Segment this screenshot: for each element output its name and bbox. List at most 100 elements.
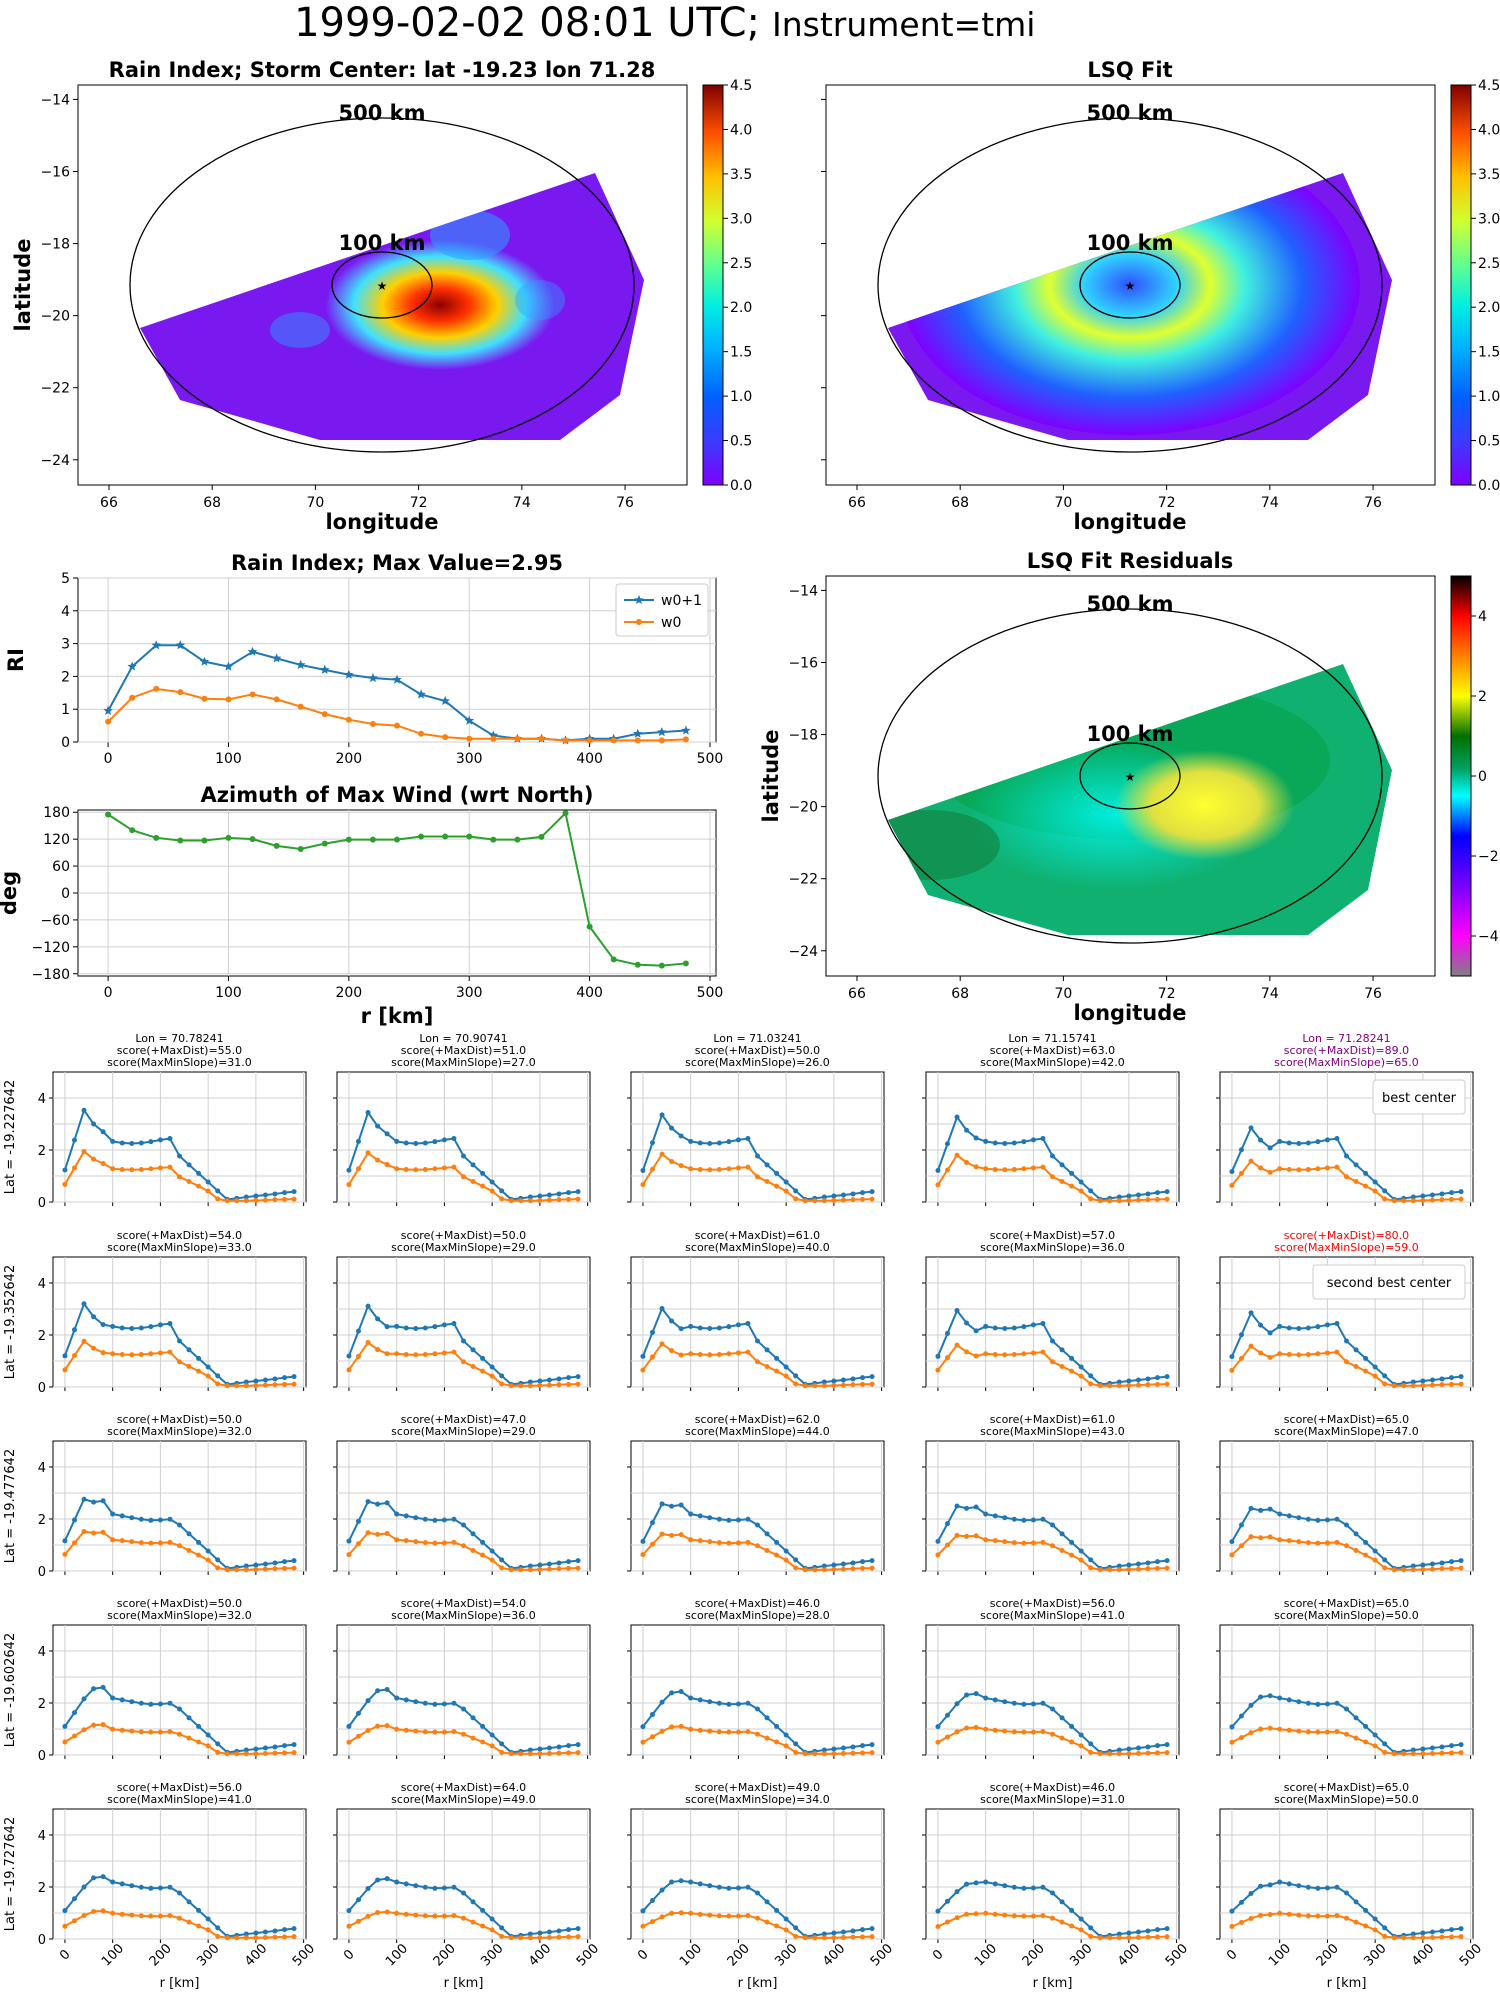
data-point bbox=[992, 1697, 998, 1703]
data-point bbox=[129, 1326, 135, 1331]
data-point bbox=[1353, 1178, 1359, 1184]
data-point bbox=[1078, 1916, 1084, 1922]
data-point bbox=[783, 1732, 789, 1738]
candidate-panel: score(+MaxDist)=56.0score(MaxMinSlope)=4… bbox=[38, 1781, 318, 1991]
data-point bbox=[1439, 1744, 1445, 1750]
row-lat-label: Lat = -19.727642 bbox=[3, 1817, 18, 1931]
panel-frame bbox=[336, 1071, 591, 1203]
data-point bbox=[649, 1354, 655, 1360]
data-point bbox=[355, 1733, 361, 1739]
data-point bbox=[215, 1925, 221, 1931]
data-point bbox=[1248, 1310, 1254, 1316]
data-point bbox=[243, 1567, 249, 1573]
data-point bbox=[186, 1919, 192, 1925]
data-point bbox=[669, 1910, 675, 1916]
y-ticks bbox=[821, 98, 826, 461]
data-point bbox=[1382, 1925, 1388, 1931]
data-point bbox=[461, 1731, 466, 1737]
data-point bbox=[499, 1381, 505, 1387]
y-tick-label: −20 bbox=[788, 800, 818, 816]
data-point bbox=[1324, 1701, 1330, 1707]
data-point bbox=[850, 1566, 856, 1572]
data-point bbox=[110, 1351, 116, 1357]
panel-score-maxdist: score(+MaxDist)=50.0 bbox=[117, 1597, 242, 1610]
candidate-panel: score(+MaxDist)=50.0score(MaxMinSlope)=2… bbox=[333, 1229, 591, 1391]
data-point bbox=[1088, 1381, 1094, 1387]
data-point bbox=[1353, 1531, 1359, 1537]
data-point bbox=[148, 1517, 154, 1523]
data-point bbox=[100, 1129, 106, 1135]
data-point bbox=[100, 1529, 106, 1535]
data-point bbox=[1078, 1373, 1084, 1379]
data-point bbox=[253, 1197, 259, 1203]
data-point bbox=[527, 1931, 533, 1937]
data-point bbox=[369, 720, 376, 727]
data-point bbox=[1439, 1382, 1445, 1388]
data-point bbox=[196, 1907, 202, 1913]
data-point bbox=[726, 1701, 732, 1707]
data-point bbox=[944, 1141, 950, 1147]
data-point bbox=[129, 1699, 135, 1705]
ri-plot-title: Rain Index; Max Value=2.95 bbox=[231, 551, 563, 575]
data-point bbox=[71, 1918, 77, 1924]
data-point bbox=[175, 640, 186, 650]
data-point bbox=[783, 1188, 789, 1194]
data-point bbox=[1126, 1751, 1132, 1757]
data-point bbox=[253, 1382, 259, 1388]
y-tick-label: 1 bbox=[61, 702, 70, 718]
data-point bbox=[81, 1496, 87, 1502]
colorbar-tick-label: 1.5 bbox=[730, 345, 752, 361]
data-point bbox=[707, 1883, 713, 1889]
row-lat-label: Lat = -19.602642 bbox=[3, 1633, 18, 1747]
data-point bbox=[394, 1879, 400, 1885]
data-point bbox=[1059, 1363, 1065, 1369]
data-point bbox=[451, 1729, 457, 1735]
data-point bbox=[850, 1382, 856, 1388]
data-point bbox=[1429, 1561, 1435, 1567]
data-point bbox=[1030, 1885, 1036, 1891]
panel-score-maxminslope: score(MaxMinSlope)=59.0 bbox=[1274, 1241, 1419, 1254]
data-point bbox=[1277, 1537, 1283, 1543]
data-point bbox=[62, 1167, 68, 1173]
data-point bbox=[461, 1338, 466, 1344]
data-point bbox=[1315, 1540, 1321, 1546]
data-point bbox=[726, 1324, 732, 1330]
data-point bbox=[1238, 1543, 1244, 1549]
data-point bbox=[716, 1913, 722, 1919]
data-point bbox=[860, 1375, 866, 1381]
data-point bbox=[716, 1884, 722, 1890]
data-point bbox=[403, 1167, 409, 1172]
data-point bbox=[365, 1110, 371, 1116]
data-point bbox=[119, 1538, 125, 1544]
data-point bbox=[253, 1562, 259, 1568]
data-point bbox=[110, 1166, 116, 1172]
data-point bbox=[394, 1166, 400, 1172]
data-point bbox=[774, 1923, 780, 1929]
data-point bbox=[1097, 1935, 1103, 1941]
data-point bbox=[707, 1141, 713, 1146]
panel-score-maxdist: score(+MaxDist)=89.0 bbox=[1284, 1044, 1409, 1057]
data-point bbox=[793, 1188, 799, 1194]
data-point bbox=[157, 1137, 163, 1143]
data-point bbox=[1372, 1188, 1378, 1194]
candidate-panel: score(+MaxDist)=56.0score(MaxMinSlope)=4… bbox=[922, 1597, 1180, 1759]
x-tick-label: 500 bbox=[1457, 1941, 1485, 1969]
candidate-panel: score(+MaxDist)=61.0score(MaxMinSlope)=4… bbox=[922, 1413, 1180, 1575]
panel-score-maxdist: score(+MaxDist)=57.0 bbox=[990, 1229, 1115, 1242]
data-point bbox=[973, 1724, 979, 1730]
data-point bbox=[964, 1881, 970, 1887]
data-point bbox=[556, 1744, 562, 1750]
data-point bbox=[1277, 1879, 1283, 1885]
data-point bbox=[1391, 1567, 1397, 1573]
data-point bbox=[1334, 1321, 1340, 1327]
data-point bbox=[682, 960, 689, 967]
data-point bbox=[129, 1539, 135, 1545]
data-point bbox=[812, 1567, 818, 1573]
data-point bbox=[119, 1513, 125, 1519]
data-point bbox=[1439, 1191, 1445, 1197]
data-point bbox=[355, 1897, 361, 1903]
data-point bbox=[1296, 1728, 1302, 1734]
data-point bbox=[1040, 1700, 1046, 1706]
data-point bbox=[138, 1516, 144, 1522]
data-point bbox=[403, 1727, 409, 1733]
